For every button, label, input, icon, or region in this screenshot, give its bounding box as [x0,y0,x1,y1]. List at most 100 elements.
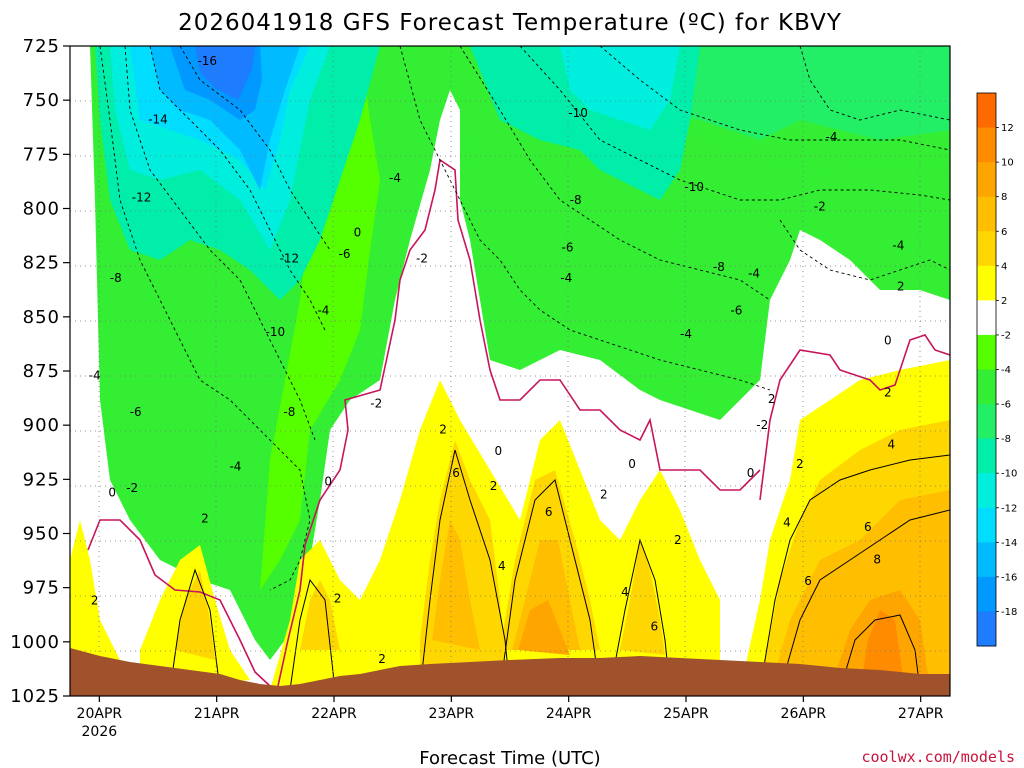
contour-label: -4 [389,171,401,185]
contour-label: 2 [201,511,209,525]
contour-label: -8 [110,271,122,285]
contour-label: -2 [58,167,70,181]
y-tick-label: 850 [23,307,60,328]
colorbar-label: -10 [1001,469,1017,480]
contour-label: -8 [283,405,295,419]
contour-label: -4 [229,459,241,473]
contour-label: -4 [680,327,692,341]
colorbar-label: -12 [1001,503,1017,514]
colorbar-swatch [977,300,996,336]
contour-label: 2 [897,280,905,294]
contour-label: 6 [650,620,658,634]
contour-label: -12 [132,191,152,205]
colorbar-label: 10 [1001,158,1014,169]
x-tick-label: 24APR [546,706,592,722]
colorbar-swatch [977,231,996,267]
x-tick-label: 23APR [429,706,475,722]
colorbar-swatch [977,576,996,612]
contour-label: -6 [339,247,351,261]
y-tick-label: 800 [23,199,60,220]
contour-label: -10 [568,106,588,120]
colorbar-swatch [977,127,996,163]
contour-label: 0 [354,225,362,239]
colorbar-label: -14 [1001,538,1017,549]
contour-label: -2 [126,481,138,495]
ground-terrain [70,648,950,696]
contour-label: -4 [89,368,101,382]
x-tick-label: 20APR [77,706,123,722]
colorbar-label: 4 [1001,261,1007,272]
contour-label: 4 [498,559,506,573]
colorbar-swatch [977,473,996,509]
x-tick-label: 22APR [311,706,357,722]
contour-label: 6 [804,574,812,588]
colorbar-swatch [977,507,996,543]
contour-label: -2 [370,397,382,411]
x-tick-label: 21APR [194,706,240,722]
colorbar-label: -18 [1001,607,1017,618]
dotted-gridlines [70,46,950,696]
contour-label: 0 [884,334,892,348]
contour-label: 6 [452,466,460,480]
contour-label: -14 [148,113,168,127]
contour-labels: -16 -14 -12 -12 -10 -10 -10 -8 -8 -8 -8 -6 -6 -6 -6 -4 -… [58,54,905,666]
colorbar-label: -2 [1001,330,1011,341]
contour-label: 2 [768,392,776,406]
contour-label: -2 [416,251,428,265]
contour-label: 4 [621,585,629,599]
colorbar-label: -4 [1001,365,1011,376]
contour-label: 0 [628,457,636,471]
y-tick-label: 750 [23,90,60,111]
warm-shading [70,360,950,696]
contour-label: 6 [545,505,553,519]
colorbar-label: 8 [1001,192,1007,203]
x-tick-label: 27APR [898,706,944,722]
y-tick-label: 1025 [10,686,60,707]
y-tick-label: 900 [23,415,60,436]
dashed-isotherms [99,46,950,591]
colorbar-label: -6 [1001,400,1011,411]
colorbar-label: -8 [1001,434,1011,445]
y-tick-label: 1000 [10,632,60,653]
contour-label: -4 [560,271,572,285]
contour-label: -4 [892,238,904,252]
y-tick-label: 875 [23,361,60,382]
contour-label: 2 [796,457,804,471]
colorbar-swatch [977,438,996,474]
x-tick-sublabel: 2026 [82,724,118,740]
y-axis: 725 750 775 800 825 850 875 900 925 950 975 1000 102… [10,36,70,707]
contour-label: -10 [684,180,704,194]
contour-label: 2 [439,423,447,437]
contour-label: 2 [884,386,892,400]
contour-label: 2 [490,479,498,493]
colorbar-swatch [977,162,996,198]
contour-label: -4 [826,130,838,144]
colorbar-swatch [977,93,996,129]
contour-label: 0 [747,466,755,480]
y-tick-label: 950 [23,524,60,545]
temperature-field [70,46,950,696]
contour-label: -2 [756,418,768,432]
credit-link[interactable]: coolwx.com/models [861,748,1015,766]
contour-label: 0 [108,485,116,499]
contour-label: -6 [562,241,574,255]
contour-label: 2 [674,533,682,547]
contour-label: -6 [130,405,142,419]
contour-label: 4 [888,438,896,452]
contour-label: 8 [873,553,881,567]
colorbar-label: -16 [1001,572,1017,583]
x-axis-label: Forecast Time (UTC) [419,748,600,768]
contour-label: -10 [266,325,286,339]
contour-label: -8 [570,193,582,207]
contour-label: 2 [378,652,386,666]
colorbar-label: 6 [1001,227,1007,238]
colorbar-swatch [977,196,996,232]
freezing-zone-white [70,46,950,696]
y-tick-label: 825 [23,253,60,274]
contour-label: -2 [814,199,826,213]
contour-label: 2 [600,488,608,502]
chart-title: 2026041918 GFS Forecast Temperature (ºC)… [178,10,842,36]
colorbar-swatch [977,611,996,647]
y-tick-label: 975 [23,578,60,599]
contour-label: -8 [713,260,725,274]
